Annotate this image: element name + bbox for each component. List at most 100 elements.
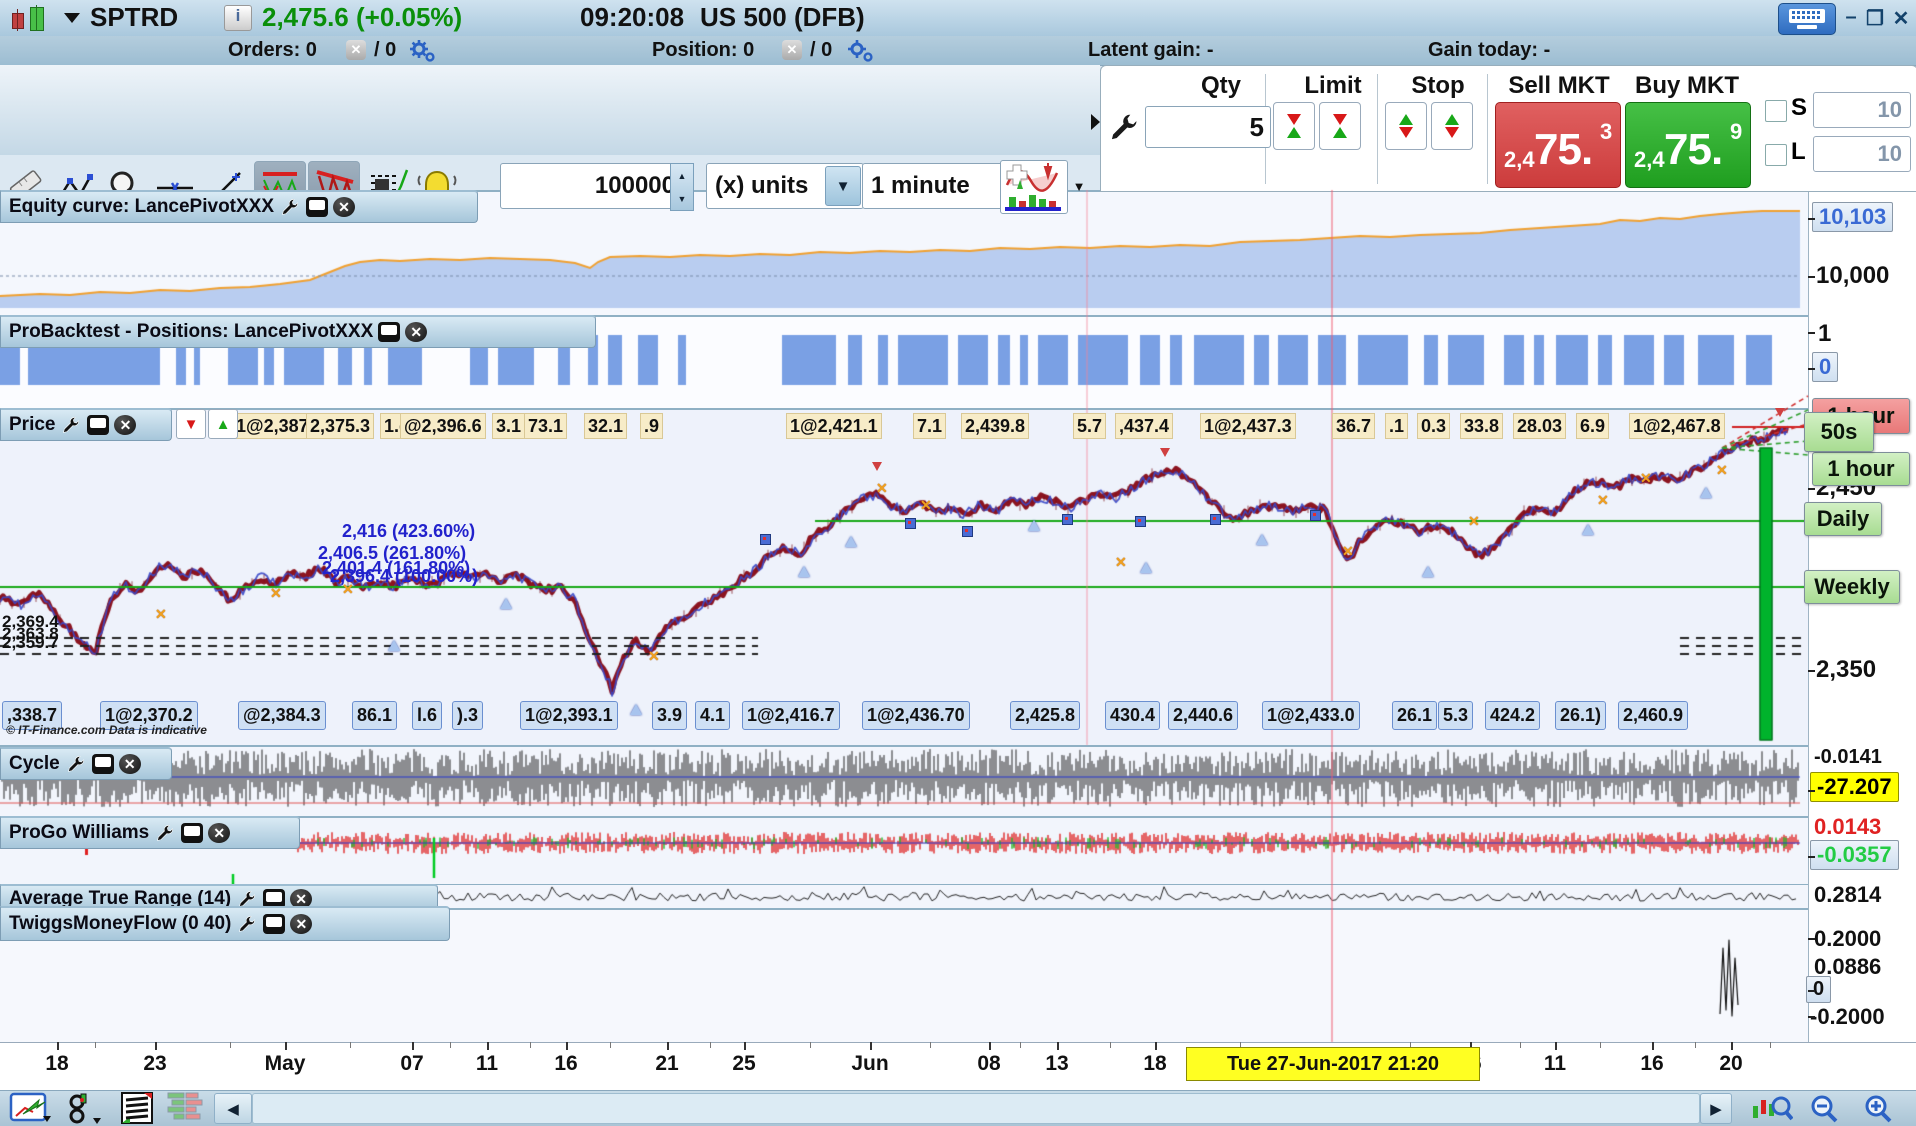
atr-window-icon[interactable] xyxy=(263,889,286,909)
equity-panel-title: Equity curve: LancePivotXXX xyxy=(9,196,275,217)
positions-close-icon[interactable]: ✕ xyxy=(405,322,428,342)
sell-arrow-marker xyxy=(1160,448,1170,457)
positions-bottom-badge: 0 xyxy=(1812,352,1839,382)
price-buy-order-icon[interactable]: ▲ xyxy=(208,409,238,439)
equity-settings-wrench-icon[interactable] xyxy=(279,197,301,217)
sell-arrow-marker xyxy=(1775,408,1785,417)
date-axis-tick xyxy=(870,1042,872,1050)
cycle-close-icon[interactable]: ✕ xyxy=(118,754,141,774)
date-axis-minor-tick xyxy=(530,1042,531,1048)
equity-close-icon[interactable]: ✕ xyxy=(333,197,356,217)
trade-annotation-label: l.6 xyxy=(412,701,443,730)
positions-panel-header[interactable]: ProBacktest - Positions: LancePivotXXX ✕ xyxy=(0,315,596,348)
price-sell-order-icon[interactable]: ▼ xyxy=(176,409,206,439)
equity-panel-header[interactable]: Equity curve: LancePivotXXX ✕ xyxy=(0,190,478,223)
price-settings-wrench-icon[interactable] xyxy=(60,415,82,435)
date-tooltip: Tue 27-Jun-2017 21:20 xyxy=(1186,1047,1480,1081)
date-axis-minor-tick xyxy=(1770,1042,1771,1048)
date-axis-label: 18 xyxy=(1143,1052,1167,1075)
timeframe-daily-button[interactable]: Daily xyxy=(1804,502,1882,536)
date-axis-tick xyxy=(667,1042,669,1050)
price-panel-header[interactable]: Price ✕ xyxy=(0,408,172,441)
price-close-icon[interactable]: ✕ xyxy=(114,415,137,435)
date-axis-label: 25 xyxy=(732,1052,756,1075)
progo-window-icon[interactable] xyxy=(181,823,204,843)
trade-annotation-label: 1@2,421.1 xyxy=(786,413,882,439)
sell-arrow-marker xyxy=(872,462,882,471)
trade-annotation-label: 1@2,437.3 xyxy=(1200,413,1296,439)
atr-close-icon[interactable]: ✕ xyxy=(290,889,313,909)
buy-arrow-marker xyxy=(630,704,642,715)
trade-annotation-label: 26.1) xyxy=(1555,701,1607,730)
price-axis-2350: 2,350 xyxy=(1816,656,1877,683)
order-box-marker xyxy=(760,534,771,545)
twiggs-value-2: 0.0886 xyxy=(1814,954,1882,979)
cycle-clipped-value: -0.0141 xyxy=(1814,746,1882,768)
positions-window-icon[interactable] xyxy=(378,322,401,342)
trade-annotation-label: 4.1 xyxy=(695,701,731,730)
date-axis-minor-tick xyxy=(1240,1042,1241,1048)
date-axis-minor-tick xyxy=(1410,1042,1411,1048)
progo-close-icon[interactable]: ✕ xyxy=(208,823,231,843)
atr-value: 0.2814 xyxy=(1814,882,1882,907)
cycle-panel-header[interactable]: Cycle ✕ xyxy=(0,747,172,780)
buy-arrow-marker xyxy=(1028,520,1040,531)
equity-window-icon[interactable] xyxy=(306,197,329,217)
trade-annotation-label: 1@2,416.7 xyxy=(742,701,840,730)
trade-annotation-label: 36.7 xyxy=(1332,413,1376,439)
date-axis-minor-tick xyxy=(610,1042,611,1048)
cycle-settings-wrench-icon[interactable] xyxy=(65,754,87,774)
price-window-icon[interactable] xyxy=(87,415,110,435)
trade-annotation-label: 430.4 xyxy=(1105,701,1161,730)
trade-annotation-label: 26.1 xyxy=(1392,701,1438,730)
trade-annotation-label: 73.1 xyxy=(524,413,568,439)
cycle-value-badge: -27.207 xyxy=(1810,772,1899,802)
date-axis-tick xyxy=(744,1042,746,1050)
order-box-marker xyxy=(905,518,916,529)
equity-base-label: 10,000 xyxy=(1816,262,1890,289)
timeframe-1hour-green-button[interactable]: 1 hour xyxy=(1812,452,1910,486)
trade-x-marker: ✕ xyxy=(1597,492,1609,508)
buy-arrow-marker xyxy=(1700,487,1712,498)
date-axis-minor-tick xyxy=(1520,1042,1521,1048)
trade-x-marker: ✕ xyxy=(342,581,354,597)
twiggs-window-icon[interactable] xyxy=(263,914,286,934)
date-axis-minor-tick xyxy=(1020,1042,1021,1048)
trade-x-marker: ✕ xyxy=(876,480,888,496)
twiggs-settings-wrench-icon[interactable] xyxy=(236,914,258,934)
date-axis-label: 11 xyxy=(1543,1052,1567,1075)
fib-level-label: 2,406.5 (261.80%) xyxy=(318,543,467,563)
date-axis-label: 11 xyxy=(475,1052,499,1075)
date-axis-tick xyxy=(57,1042,59,1050)
trade-annotation-label: 1@2,433.0 xyxy=(1262,701,1360,730)
order-box-marker xyxy=(1310,510,1321,521)
cycle-panel-title: Cycle xyxy=(9,753,60,774)
date-axis-minor-tick xyxy=(930,1042,931,1048)
order-box-marker xyxy=(1135,516,1146,527)
date-axis-tick xyxy=(487,1042,489,1050)
timeframe-weekly-button[interactable]: Weekly xyxy=(1804,570,1900,604)
date-axis-label: 07 xyxy=(400,1052,424,1075)
trade-x-marker: ✕ xyxy=(1115,554,1127,570)
buy-arrow-marker xyxy=(1140,562,1152,573)
pivot-price-label: 2,369.4 xyxy=(2,612,59,631)
cycle-window-icon[interactable] xyxy=(91,754,114,774)
date-axis-tick xyxy=(1731,1042,1733,1050)
twiggs-panel-header[interactable]: TwiggsMoneyFlow (0 40) ✕ xyxy=(0,906,450,941)
trade-annotation-label: 33.8 xyxy=(1460,413,1504,439)
twiggs-close-icon[interactable]: ✕ xyxy=(290,914,313,934)
date-axis-label: 23 xyxy=(143,1052,167,1075)
progo-panel-header[interactable]: ProGo Williams ✕ xyxy=(0,816,300,849)
date-axis-tick xyxy=(155,1042,157,1050)
timeframe-50s-button[interactable]: 50s xyxy=(1804,412,1874,452)
buy-arrow-marker xyxy=(1582,524,1594,535)
progo-settings-wrench-icon[interactable] xyxy=(154,823,176,843)
date-axis-tick xyxy=(1652,1042,1654,1050)
trade-x-marker: ✕ xyxy=(1716,462,1728,478)
trade-annotation-label: 1@2,436.70 xyxy=(862,701,970,730)
trade-x-marker: ✕ xyxy=(270,585,282,601)
atr-settings-wrench-icon[interactable] xyxy=(236,889,258,909)
trade-annotation-label: 2,375.3 xyxy=(306,413,375,439)
